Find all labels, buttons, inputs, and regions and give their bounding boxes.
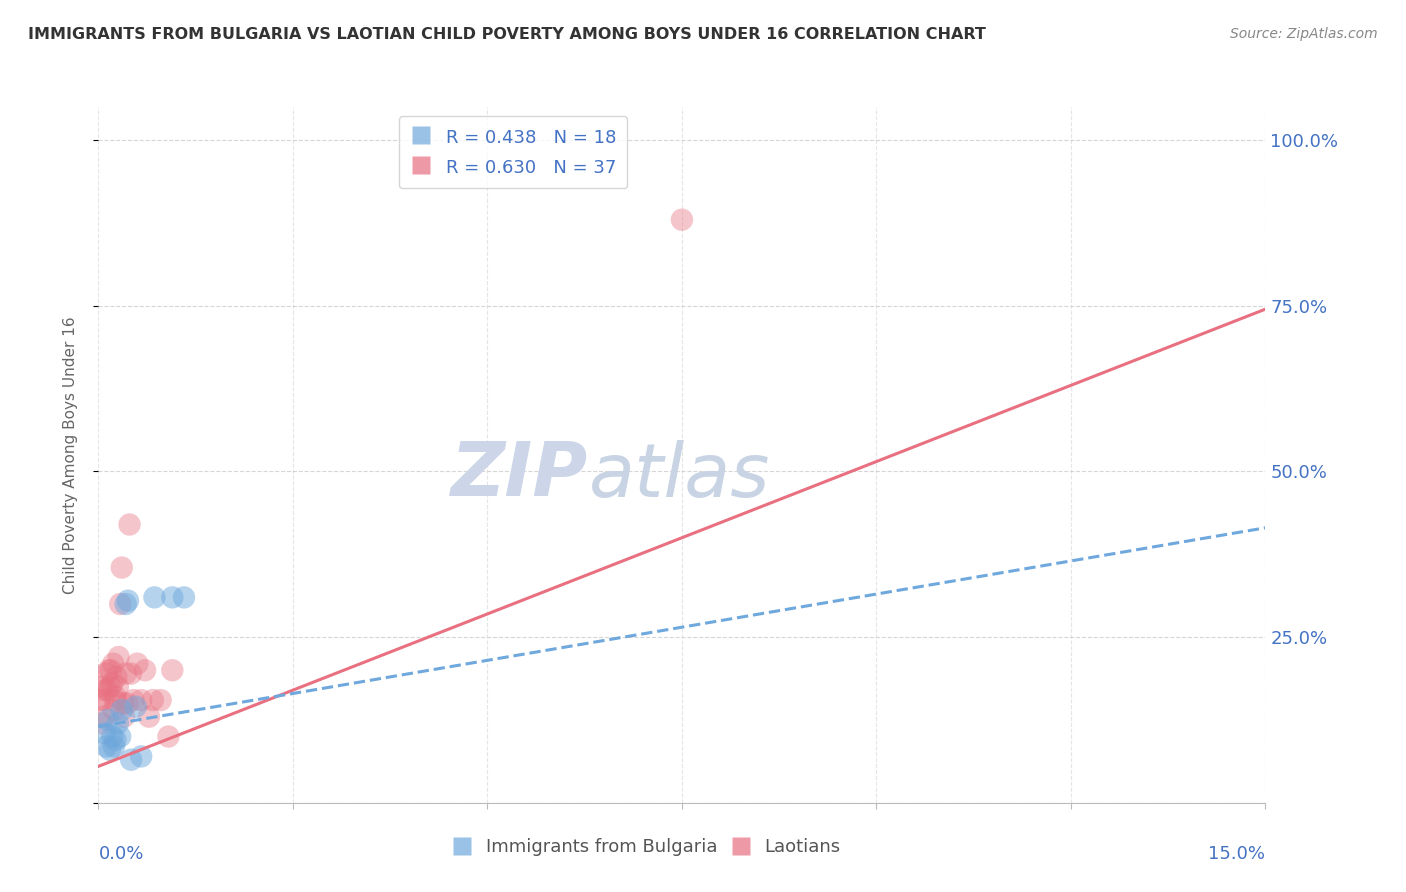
- Text: ZIP: ZIP: [451, 439, 589, 512]
- Text: 15.0%: 15.0%: [1208, 845, 1265, 863]
- Point: [122, 693, 145, 707]
- Point: [93, 683, 115, 698]
- Point: [115, 697, 138, 711]
- Point: [127, 657, 149, 671]
- Point: [120, 666, 142, 681]
- Point: [93, 726, 115, 740]
- Point: [97, 713, 120, 727]
- Point: [98, 680, 121, 694]
- Point: [120, 753, 142, 767]
- Text: 0.0%: 0.0%: [98, 845, 143, 863]
- Point: [100, 663, 122, 677]
- Point: [104, 690, 127, 704]
- Point: [173, 591, 195, 605]
- Point: [134, 663, 156, 677]
- Point: [157, 730, 180, 744]
- Point: [105, 670, 128, 684]
- Point: [103, 739, 125, 754]
- Point: [101, 676, 124, 690]
- Point: [107, 680, 129, 694]
- Point: [114, 597, 136, 611]
- Point: [111, 560, 134, 574]
- Text: IMMIGRANTS FROM BULGARIA VS LAOTIAN CHILD POVERTY AMONG BOYS UNDER 16 CORRELATIO: IMMIGRANTS FROM BULGARIA VS LAOTIAN CHIL…: [28, 27, 986, 42]
- Point: [114, 666, 136, 681]
- Legend: Immigrants from Bulgaria, Laotians: Immigrants from Bulgaria, Laotians: [446, 831, 848, 863]
- Point: [118, 517, 141, 532]
- Point: [91, 716, 114, 731]
- Point: [101, 730, 124, 744]
- Point: [96, 739, 118, 754]
- Point: [143, 591, 166, 605]
- Y-axis label: Child Poverty Among Boys Under 16: Child Poverty Among Boys Under 16: [63, 316, 77, 594]
- Point: [125, 699, 148, 714]
- Point: [97, 683, 120, 698]
- Point: [91, 693, 114, 707]
- Point: [112, 697, 135, 711]
- Point: [117, 593, 139, 607]
- Point: [108, 730, 131, 744]
- Point: [97, 663, 120, 677]
- Point: [93, 709, 115, 723]
- Point: [108, 597, 131, 611]
- Point: [107, 650, 129, 665]
- Point: [89, 693, 111, 707]
- Point: [112, 709, 135, 723]
- Point: [107, 716, 129, 731]
- Point: [129, 693, 152, 707]
- Point: [96, 666, 118, 681]
- Point: [104, 732, 127, 747]
- Text: Source: ZipAtlas.com: Source: ZipAtlas.com: [1230, 27, 1378, 41]
- Point: [111, 703, 134, 717]
- Point: [90, 680, 112, 694]
- Point: [138, 709, 160, 723]
- Point: [98, 743, 121, 757]
- Point: [162, 591, 184, 605]
- Point: [104, 693, 127, 707]
- Point: [103, 703, 125, 717]
- Point: [162, 663, 184, 677]
- Point: [149, 693, 172, 707]
- Point: [671, 212, 693, 227]
- Text: atlas: atlas: [589, 440, 770, 512]
- Point: [142, 693, 165, 707]
- Point: [129, 749, 152, 764]
- Point: [103, 657, 125, 671]
